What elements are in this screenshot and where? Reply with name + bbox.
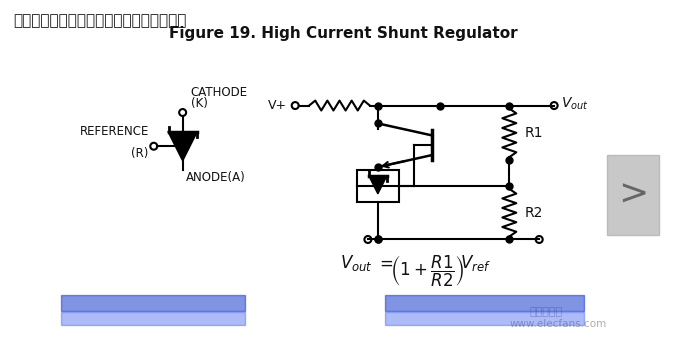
Text: R1: R1 [524,126,543,140]
Bar [385,312,584,325]
Text: >: > [617,178,648,212]
Text: 稍微明白的人看下这个，输出电压的计算：: 稍微明白的人看下这个，输出电压的计算： [13,13,187,28]
Bar [607,155,659,235]
Text: $V_{ref}$: $V_{ref}$ [460,253,490,273]
Bar [61,312,246,325]
Text: $V_{out}$: $V_{out}$ [340,253,372,273]
Text: $\mathregular{V_{out}}$: $\mathregular{V_{out}}$ [561,95,589,112]
Polygon shape [169,132,197,160]
Text: REFERENCE: REFERENCE [80,125,149,138]
Text: (R): (R) [132,147,149,160]
Text: R2: R2 [524,206,543,220]
Polygon shape [369,176,387,194]
Text: Figure 19. High Current Shunt Regulator: Figure 19. High Current Shunt Regulator [169,26,517,41]
Text: $\left(1+\dfrac{R1}{R2}\right)$: $\left(1+\dfrac{R1}{R2}\right)$ [390,253,464,289]
Text: (K): (K) [191,97,207,110]
Text: 电子发烧友: 电子发烧友 [529,307,563,317]
Text: $=$: $=$ [376,253,393,271]
Bar [357,170,399,202]
Text: www.elecfans.com: www.elecfans.com [509,319,606,329]
Bar [385,295,584,311]
Text: CATHODE: CATHODE [191,86,248,99]
Bar [61,295,246,311]
Text: ANODE(A): ANODE(A) [186,171,246,184]
Text: V+: V+ [268,99,287,112]
